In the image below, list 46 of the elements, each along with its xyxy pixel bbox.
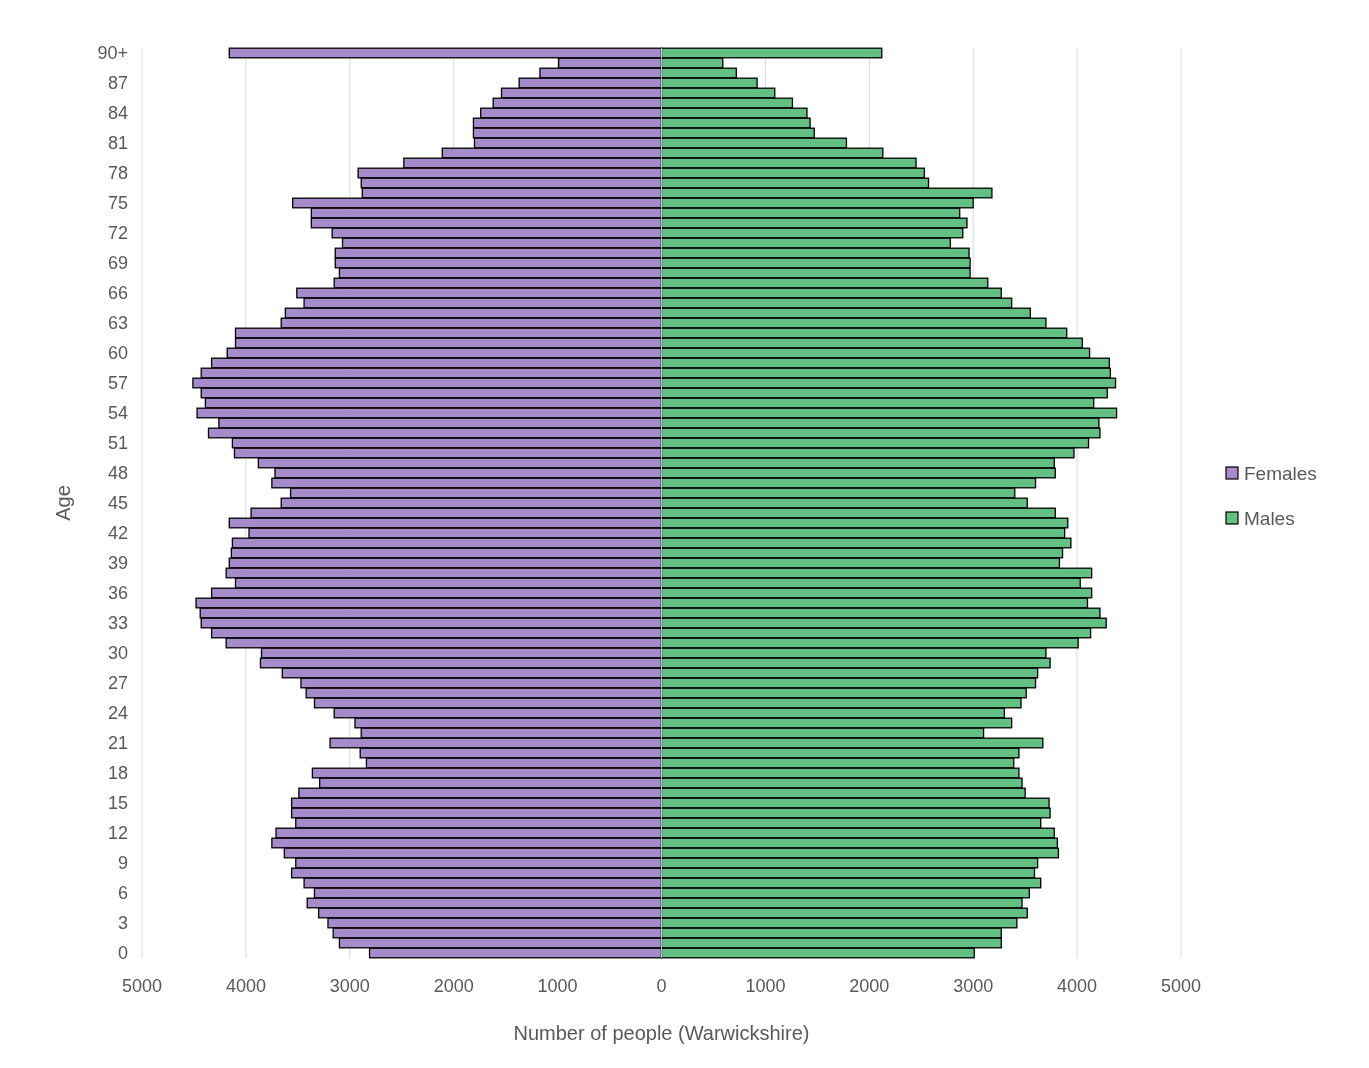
y-tick-label: 66 (107, 283, 128, 304)
x-tick-label: 1000 (745, 976, 786, 996)
y-tick-label: 54 (107, 403, 128, 424)
x-tick-label: 5000 (1160, 976, 1202, 996)
y-tick-label: 57 (107, 373, 128, 394)
x-tick-label: 3000 (329, 976, 370, 996)
y-tick-label: 84 (107, 103, 128, 124)
y-tick-label: 72 (107, 223, 128, 244)
y-tick-label: 24 (107, 703, 128, 724)
x-tick-label: 4000 (225, 976, 266, 996)
x-tick-label: 0 (656, 976, 667, 996)
y-tick-label: 48 (107, 463, 128, 484)
y-tick-label: 60 (107, 343, 128, 364)
y-tick-label: 51 (107, 433, 128, 454)
x-tick-label: 3000 (953, 976, 994, 996)
y-tick-label: 69 (107, 253, 128, 274)
legend-label: Females (1244, 462, 1317, 484)
y-tick-label: 21 (107, 733, 128, 754)
y-tick-label: 12 (107, 823, 128, 844)
y-tick-label: 87 (107, 73, 128, 94)
y-tick-label: 30 (107, 643, 128, 664)
y-tick-label: 36 (107, 583, 128, 604)
x-tick-label: 2000 (433, 976, 474, 996)
y-tick-label: 75 (107, 193, 128, 214)
y-tick-label: 39 (107, 553, 128, 574)
y-tick-label: 45 (107, 493, 128, 514)
y-axis-title: Age (52, 485, 74, 521)
y-tick-label: 78 (107, 163, 128, 184)
y-tick-label: 6 (117, 883, 128, 904)
y-tick-label: 0 (117, 943, 128, 964)
y-tick-label: 63 (107, 313, 128, 334)
x-tick-label: 5000 (121, 976, 163, 996)
y-tick-label: 33 (107, 613, 128, 634)
x-tick-label: 4000 (1057, 976, 1098, 996)
y-tick-label: 81 (107, 133, 128, 154)
y-tick-label: 3 (117, 913, 128, 934)
y-tick-label: 18 (107, 763, 128, 784)
y-tick-label: 90+ (97, 43, 128, 64)
x-tick-label: 2000 (849, 976, 890, 996)
legend-label: Males (1244, 507, 1295, 529)
x-axis-title: Number of people (Warwickshire) (513, 1022, 810, 1044)
y-tick-label: 27 (107, 673, 128, 694)
y-tick-label: 9 (117, 853, 128, 874)
y-tick-label: 42 (107, 523, 128, 544)
x-tick-label: 1000 (537, 976, 578, 996)
y-tick-label: 15 (107, 793, 128, 814)
